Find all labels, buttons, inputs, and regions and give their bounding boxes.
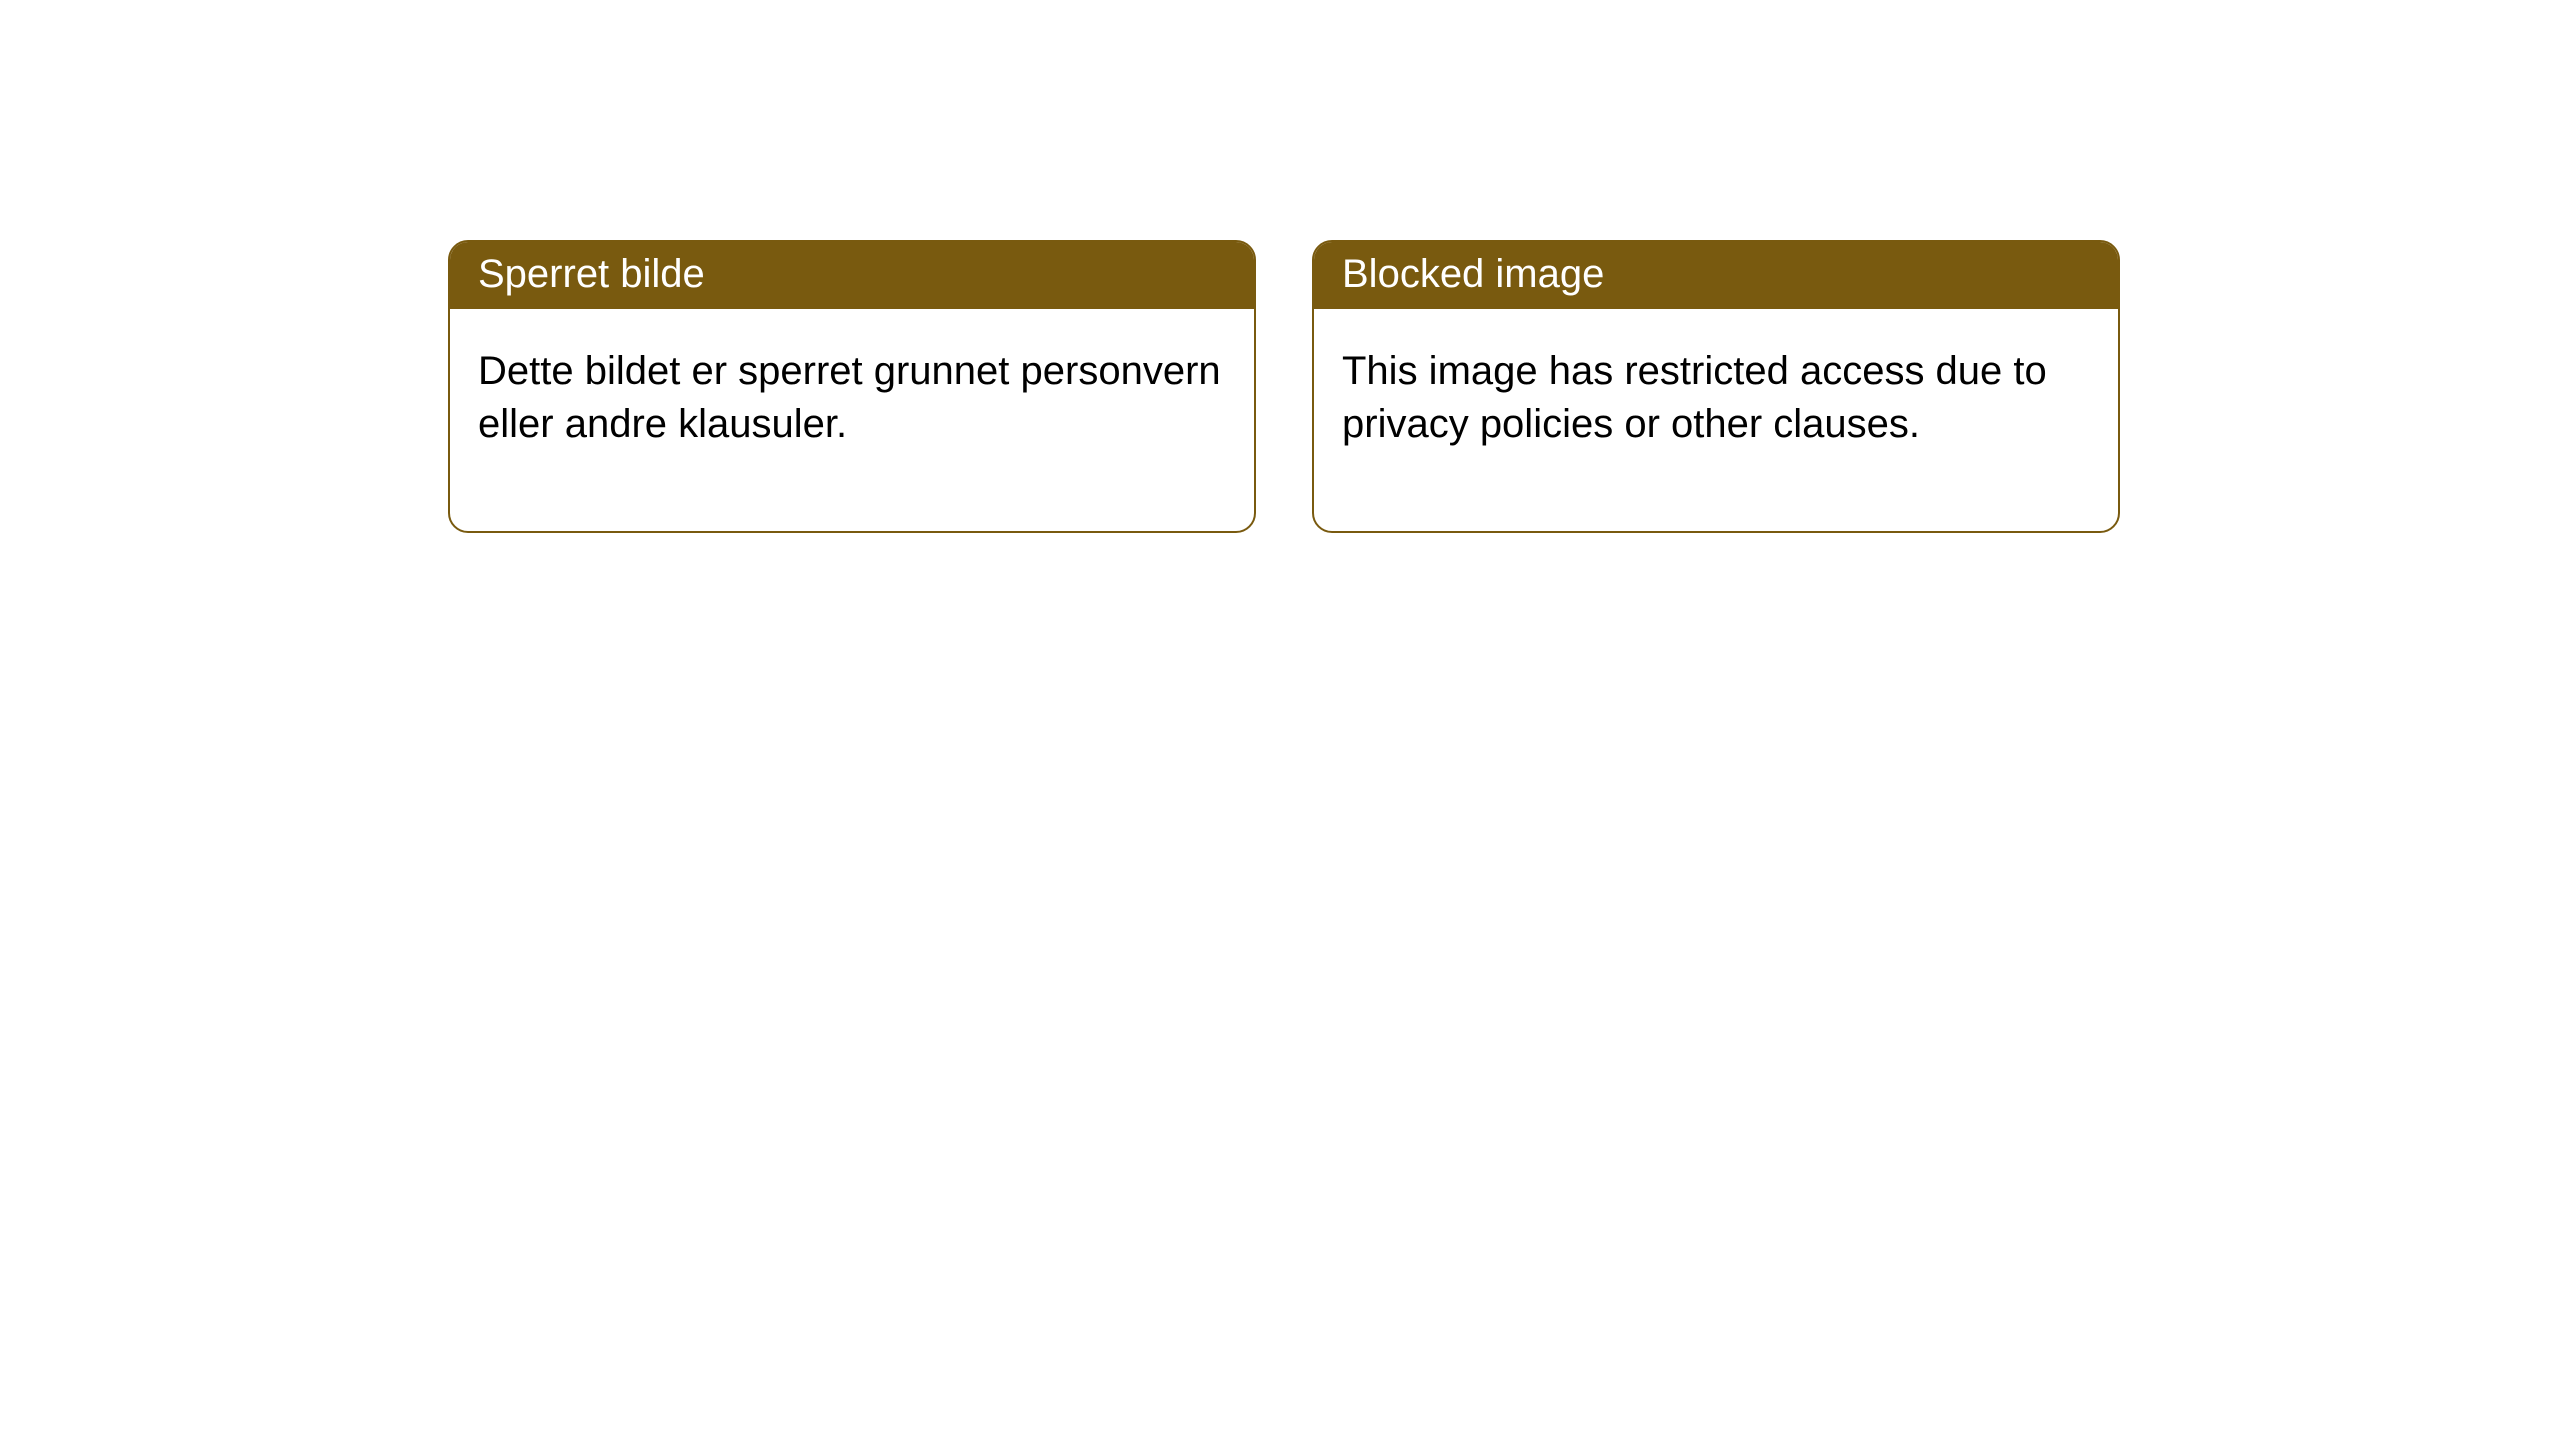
card-body: This image has restricted access due to … <box>1314 309 2118 531</box>
blocked-image-card-no: Sperret bilde Dette bildet er sperret gr… <box>448 240 1256 533</box>
card-body: Dette bildet er sperret grunnet personve… <box>450 309 1254 531</box>
card-body-text: Dette bildet er sperret grunnet personve… <box>478 349 1221 446</box>
card-body-text: This image has restricted access due to … <box>1342 349 2047 446</box>
card-title: Sperret bilde <box>478 252 705 296</box>
blocked-image-card-en: Blocked image This image has restricted … <box>1312 240 2120 533</box>
card-header: Sperret bilde <box>450 242 1254 309</box>
card-container: Sperret bilde Dette bildet er sperret gr… <box>0 0 2560 533</box>
card-title: Blocked image <box>1342 252 1604 296</box>
card-header: Blocked image <box>1314 242 2118 309</box>
